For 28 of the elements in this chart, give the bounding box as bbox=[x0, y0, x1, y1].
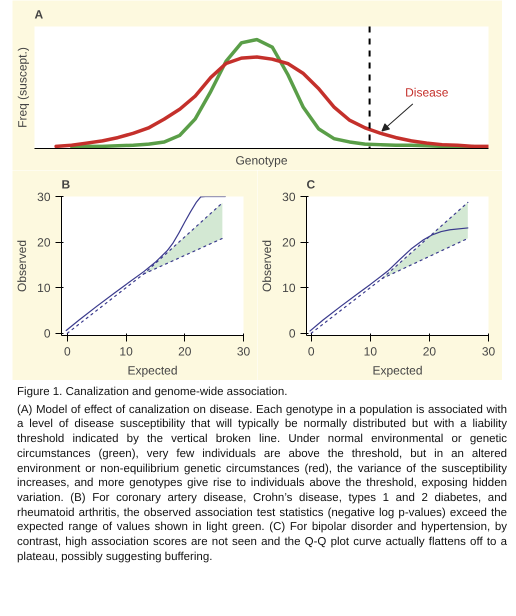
chart-title: C bbox=[306, 178, 316, 192]
text: Figure 1. Canalization and genome-wide association. bbox=[17, 385, 288, 400]
y-axis-title: Freq (suscept.) bbox=[16, 47, 30, 128]
y-tick-label: 30 bbox=[37, 190, 51, 204]
y-tick-label: 0 bbox=[288, 326, 296, 341]
annotation: Disease bbox=[405, 85, 449, 100]
y-tick-label: 10 bbox=[37, 281, 51, 296]
x-axis-title: Genotype bbox=[235, 154, 288, 168]
x-tick-label: 20 bbox=[422, 344, 436, 358]
y-tick-label: 10 bbox=[282, 281, 296, 296]
x-tick-label: 10 bbox=[119, 344, 134, 358]
x-axis-title: Expected bbox=[372, 364, 423, 378]
y-tick-label: 0 bbox=[44, 326, 51, 341]
x-tick-label: 30 bbox=[482, 344, 496, 358]
x-tick-label: 0 bbox=[308, 344, 315, 358]
x-tick-label: 0 bbox=[64, 344, 72, 358]
x-tick-label: 20 bbox=[178, 344, 192, 358]
y-axis-title: Observed bbox=[260, 240, 274, 292]
chart-title: B bbox=[62, 178, 70, 192]
y-tick-label: 20 bbox=[282, 236, 296, 250]
y-tick-label: 30 bbox=[282, 190, 296, 204]
x-tick-label: 30 bbox=[236, 344, 250, 358]
chart-title: A bbox=[34, 8, 44, 22]
x-axis-title: Expected bbox=[127, 364, 178, 378]
x-tick-label: 10 bbox=[364, 344, 378, 358]
text: (A) Model of effect of canalization on disease. Each genotype in a population is associated with a level of disease susceptibility that will typically be normally distributed but with a liability threshold indicated by the vertical broken line. Under normal environmental or genetic circumstances (green), very few individuals are above the threshold, but in an altered environment or non-equilibrium genetic circumstances (red), the variance of the susceptibility increases, and more genotypes give rise to individuals above the threshold, exposing hidden variation. (B) For coronary artery disease, Crohn’s disease, types 1 and 2 diabetes, and rheumatoid arthritis, the observed association test statistics (negative log p-values) exceed the expected range of values shown in light green. (C) For bipolar disorder and hypertension, by contrast, high association scores are not seen and the Q-Q plot curve actually flattens off to a plateau, possibly suggesting buffering. bbox=[17, 404, 507, 563]
y-axis-title: Observed bbox=[15, 240, 30, 292]
y-tick-label: 20 bbox=[37, 236, 51, 250]
